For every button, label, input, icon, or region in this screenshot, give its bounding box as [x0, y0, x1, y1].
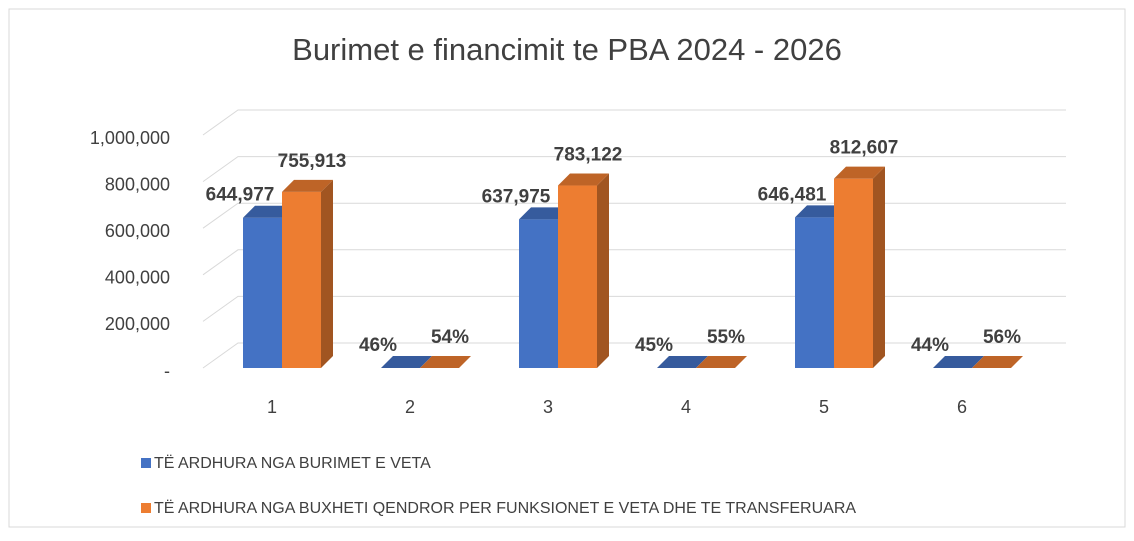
y-tick-label: 200,000 — [105, 314, 170, 334]
data-label: 812,607 — [830, 138, 899, 159]
data-label: 44% — [911, 335, 949, 356]
bar — [834, 167, 885, 368]
bar-front — [519, 219, 558, 368]
x-tick-label: 1 — [267, 397, 277, 417]
x-tick-label: 3 — [543, 397, 553, 417]
data-label: 56% — [983, 327, 1021, 348]
bar-front — [243, 218, 282, 368]
data-label: 646,481 — [758, 184, 827, 205]
legend-swatch — [141, 503, 151, 513]
x-tick-label: 2 — [405, 397, 415, 417]
data-label: 45% — [635, 335, 673, 356]
data-label: 55% — [707, 327, 745, 348]
legend-label: TË ARDHURA NGA BURIMET E VETA — [154, 454, 431, 472]
data-label: 755,913 — [278, 151, 347, 172]
bar-front — [834, 179, 873, 368]
chart-title: Burimet e financimit te PBA 2024 - 2026 — [292, 32, 842, 67]
y-tick-label: 600,000 — [105, 221, 170, 241]
legend-label: TË ARDHURA NGA BUXHETI QENDROR PER FUNKS… — [154, 499, 856, 517]
legend-swatch — [141, 458, 151, 468]
bar-front — [795, 217, 834, 368]
x-tick-label: 5 — [819, 397, 829, 417]
bar-side — [873, 167, 885, 368]
data-label: 637,975 — [482, 186, 551, 207]
x-tick-label: 6 — [957, 397, 967, 417]
data-label: 783,122 — [554, 145, 623, 166]
bar — [282, 180, 333, 368]
bar — [558, 174, 609, 368]
bar-side — [597, 174, 609, 368]
y-tick-label: 400,000 — [105, 268, 170, 288]
bar-side — [321, 180, 333, 368]
y-tick-label: 1,000,000 — [90, 128, 170, 148]
x-tick-label: 4 — [681, 397, 691, 417]
bar-front — [558, 186, 597, 368]
data-label: 644,977 — [206, 185, 275, 206]
y-tick-label: 800,000 — [105, 174, 170, 194]
y-tick-label: - — [164, 361, 170, 381]
data-label: 46% — [359, 335, 397, 356]
data-label: 54% — [431, 327, 469, 348]
bar-front — [282, 192, 321, 368]
